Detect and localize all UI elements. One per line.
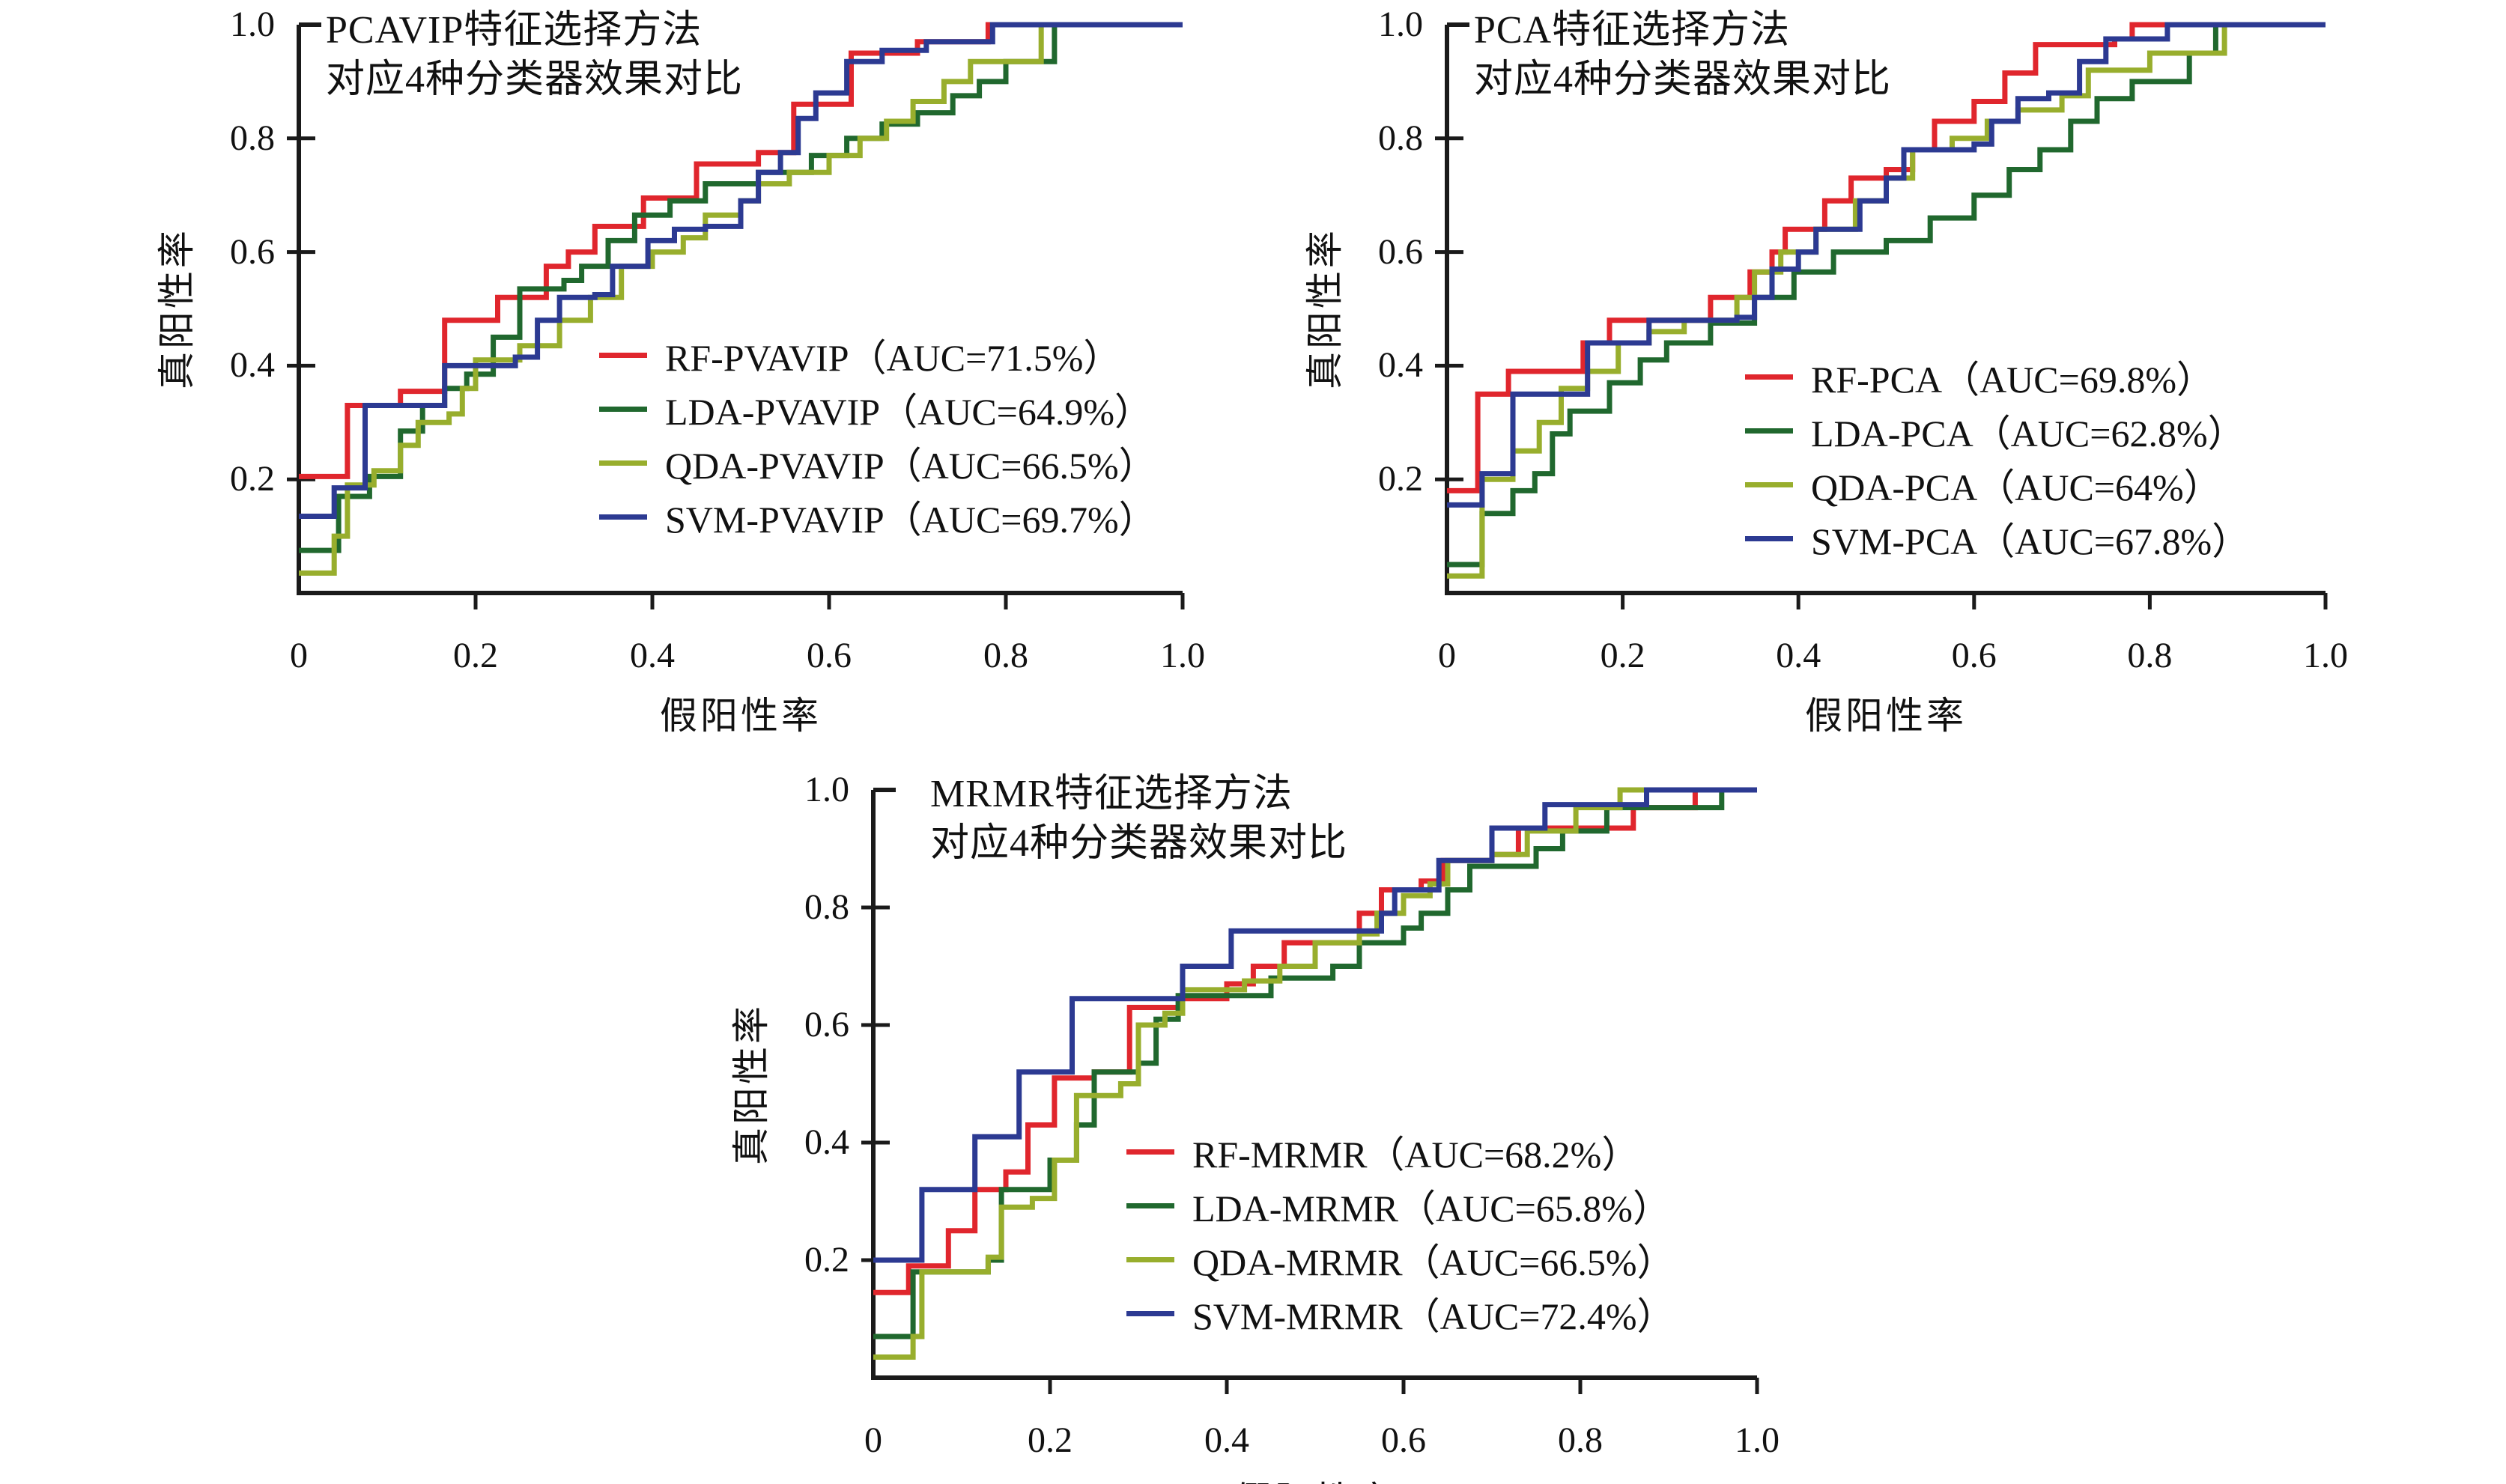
y-tick-label: 0.6 [804, 1005, 849, 1044]
legend-line-swatch [1745, 535, 1793, 541]
legend-item-rf-pvavip: RF-PVAVIP（AUC=71.5%） [599, 335, 1156, 379]
legend-item-lda-mrmr: LDA-MRMR（AUC=65.8%） [1126, 1186, 1675, 1229]
legend: RF-MRMR（AUC=68.2%） LDA-MRMR（AUC=65.8%） Q… [1126, 1132, 1675, 1337]
legend-label: QDA-MRMR（AUC=66.5%） [1192, 1241, 1675, 1283]
legend-label: RF-MRMR（AUC=68.2%） [1192, 1134, 1639, 1176]
legend-label: LDA-MRMR（AUC=65.8%） [1192, 1187, 1670, 1229]
axis-spines-chart-2 [871, 790, 1757, 1380]
chart-title: PCA特征选择方法 对应4种分类器效果对比 [1474, 6, 1891, 105]
x-axis-label: 假阳性率 [660, 695, 822, 737]
legend-item-svm-pvavip: SVM-PVAVIP（AUC=69.7%） [599, 497, 1156, 541]
legend-label: RF-PVAVIP（AUC=71.5%） [665, 337, 1121, 379]
title-line-2: 对应4种分类器效果对比 [326, 58, 744, 101]
title-line-2: 对应4种分类器效果对比 [930, 822, 1348, 865]
legend-line-swatch [1745, 374, 1793, 380]
legend-label: SVM-PCA（AUC=67.8%） [1811, 520, 2250, 562]
legend-item-svm-pca: SVM-PCA（AUC=67.8%） [1745, 519, 2249, 562]
x-tick-label: 0.6 [1951, 636, 1997, 675]
x-tick-label: 1.0 [1735, 1420, 1780, 1460]
legend-line-swatch [1745, 428, 1793, 434]
legend-item-qda-mrmr: QDA-MRMR（AUC=66.5%） [1126, 1240, 1675, 1283]
y-tick-label: 1.0 [230, 4, 275, 44]
y-tick-label: 0.4 [1378, 345, 1423, 386]
legend-label: LDA-PCA（AUC=62.8%） [1811, 413, 2245, 454]
x-tick-label: 0.4 [1204, 1420, 1249, 1460]
legend-item-rf-mrmr: RF-MRMR（AUC=68.2%） [1126, 1132, 1675, 1176]
x-tick-label: 0.8 [1558, 1420, 1603, 1460]
legend-label: QDA-PVAVIP（AUC=66.5%） [665, 445, 1156, 487]
legend-label: SVM-MRMR（AUC=72.4%） [1192, 1295, 1675, 1337]
series-line-LDA-PVAVIP [299, 22, 1183, 553]
x-tick-label: 0.2 [453, 636, 498, 675]
y-tick-label: 0.8 [804, 887, 849, 927]
y-tick-label: 1.0 [1378, 4, 1423, 44]
title-line-2: 对应4种分类器效果对比 [1474, 58, 1892, 101]
title-line-1: MRMR特征选择方法 [930, 773, 1293, 815]
y-tick-label: 1.0 [804, 770, 849, 809]
series-line-SVM-PVAVIP [299, 22, 1183, 519]
x-tick-label: 0.2 [1600, 636, 1645, 675]
legend: RF-PVAVIP（AUC=71.5%） LDA-PVAVIP（AUC=64.9… [599, 335, 1156, 541]
chart-title: PCAVIP特征选择方法 对应4种分类器效果对比 [326, 6, 743, 105]
series-line-RF-PVAVIP [299, 22, 1183, 479]
series-line-SVM-MRMR [873, 787, 1757, 1263]
x-tick-label: 0 [1438, 636, 1456, 675]
y-tick-label: 0.8 [230, 118, 275, 158]
y-tick-label: 0.6 [1378, 231, 1423, 272]
series-line-QDA-PVAVIP [299, 22, 1183, 576]
x-tick-label: 0 [290, 636, 308, 675]
legend-line-swatch [1745, 481, 1793, 487]
legend-label: LDA-PVAVIP（AUC=64.9%） [665, 391, 1153, 433]
axis-spines-chart-1 [1445, 25, 2326, 595]
legend-line-swatch [599, 460, 647, 466]
legend-label: RF-PCA（AUC=69.8%） [1811, 359, 2214, 401]
legend-item-svm-mrmr: SVM-MRMR（AUC=72.4%） [1126, 1294, 1675, 1337]
tick-marks-chart-0 [287, 136, 1185, 609]
x-axis-label: 假阳性率 [1805, 695, 1967, 737]
x-tick-label: 0.8 [2127, 636, 2173, 675]
axis-spines-chart-0 [297, 25, 1183, 595]
legend-line-swatch [599, 352, 647, 358]
x-tick-label: 0.8 [983, 636, 1028, 675]
y-tick-label: 0.4 [230, 345, 275, 386]
x-tick-label: 0.6 [1381, 1420, 1426, 1460]
legend-line-swatch [1126, 1256, 1174, 1262]
y-tick-label: 0.2 [230, 459, 275, 499]
x-tick-label: 0.4 [630, 636, 675, 675]
x-tick-label: 0.4 [1776, 636, 1821, 675]
series-line-SVM-PCA [1447, 22, 2326, 508]
legend: RF-PCA（AUC=69.8%） LDA-PCA（AUC=62.8%） QDA… [1745, 357, 2249, 562]
legend-line-swatch [1126, 1310, 1174, 1316]
x-tick-label: 1.0 [2303, 636, 2348, 675]
legend-line-swatch [599, 514, 647, 520]
legend-item-qda-pca: QDA-PCA（AUC=64%） [1745, 465, 2249, 508]
y-tick-label: 0.6 [230, 231, 275, 272]
legend-item-lda-pvavip: LDA-PVAVIP（AUC=64.9%） [599, 389, 1156, 433]
legend-item-qda-pvavip: QDA-PVAVIP（AUC=66.5%） [599, 443, 1156, 487]
legend-label: QDA-PCA（AUC=64%） [1811, 466, 2221, 508]
tick-marks-chart-1 [1435, 136, 2328, 609]
series-line-LDA-MRMR [873, 787, 1757, 1339]
legend-item-lda-pca: LDA-PCA（AUC=62.8%） [1745, 411, 2249, 454]
x-tick-label: 1.0 [1160, 636, 1205, 675]
legend-line-swatch [599, 406, 647, 412]
series-line-LDA-PCA [1447, 22, 2326, 568]
x-tick-label: 0.2 [1028, 1420, 1073, 1460]
legend-line-swatch [1126, 1202, 1174, 1208]
legend-line-swatch [1126, 1149, 1174, 1155]
y-tick-label: 0.4 [804, 1122, 849, 1162]
title-line-1: PCAVIP特征选择方法 [326, 9, 703, 52]
title-line-1: PCA特征选择方法 [1474, 9, 1791, 52]
x-tick-label: 0.6 [807, 636, 852, 675]
legend-label: SVM-PVAVIP（AUC=69.7%） [665, 499, 1156, 541]
x-axis-label: 假阳性率 [1234, 1471, 1396, 1484]
x-tick-label: 0 [864, 1420, 882, 1460]
y-tick-label: 0.2 [1378, 459, 1423, 499]
y-tick-label: 0.2 [804, 1240, 849, 1280]
y-tick-label: 0.8 [1378, 118, 1423, 158]
legend-item-rf-pca: RF-PCA（AUC=69.8%） [1745, 357, 2249, 401]
chart-title: MRMR特征选择方法 对应4种分类器效果对比 [930, 770, 1347, 869]
